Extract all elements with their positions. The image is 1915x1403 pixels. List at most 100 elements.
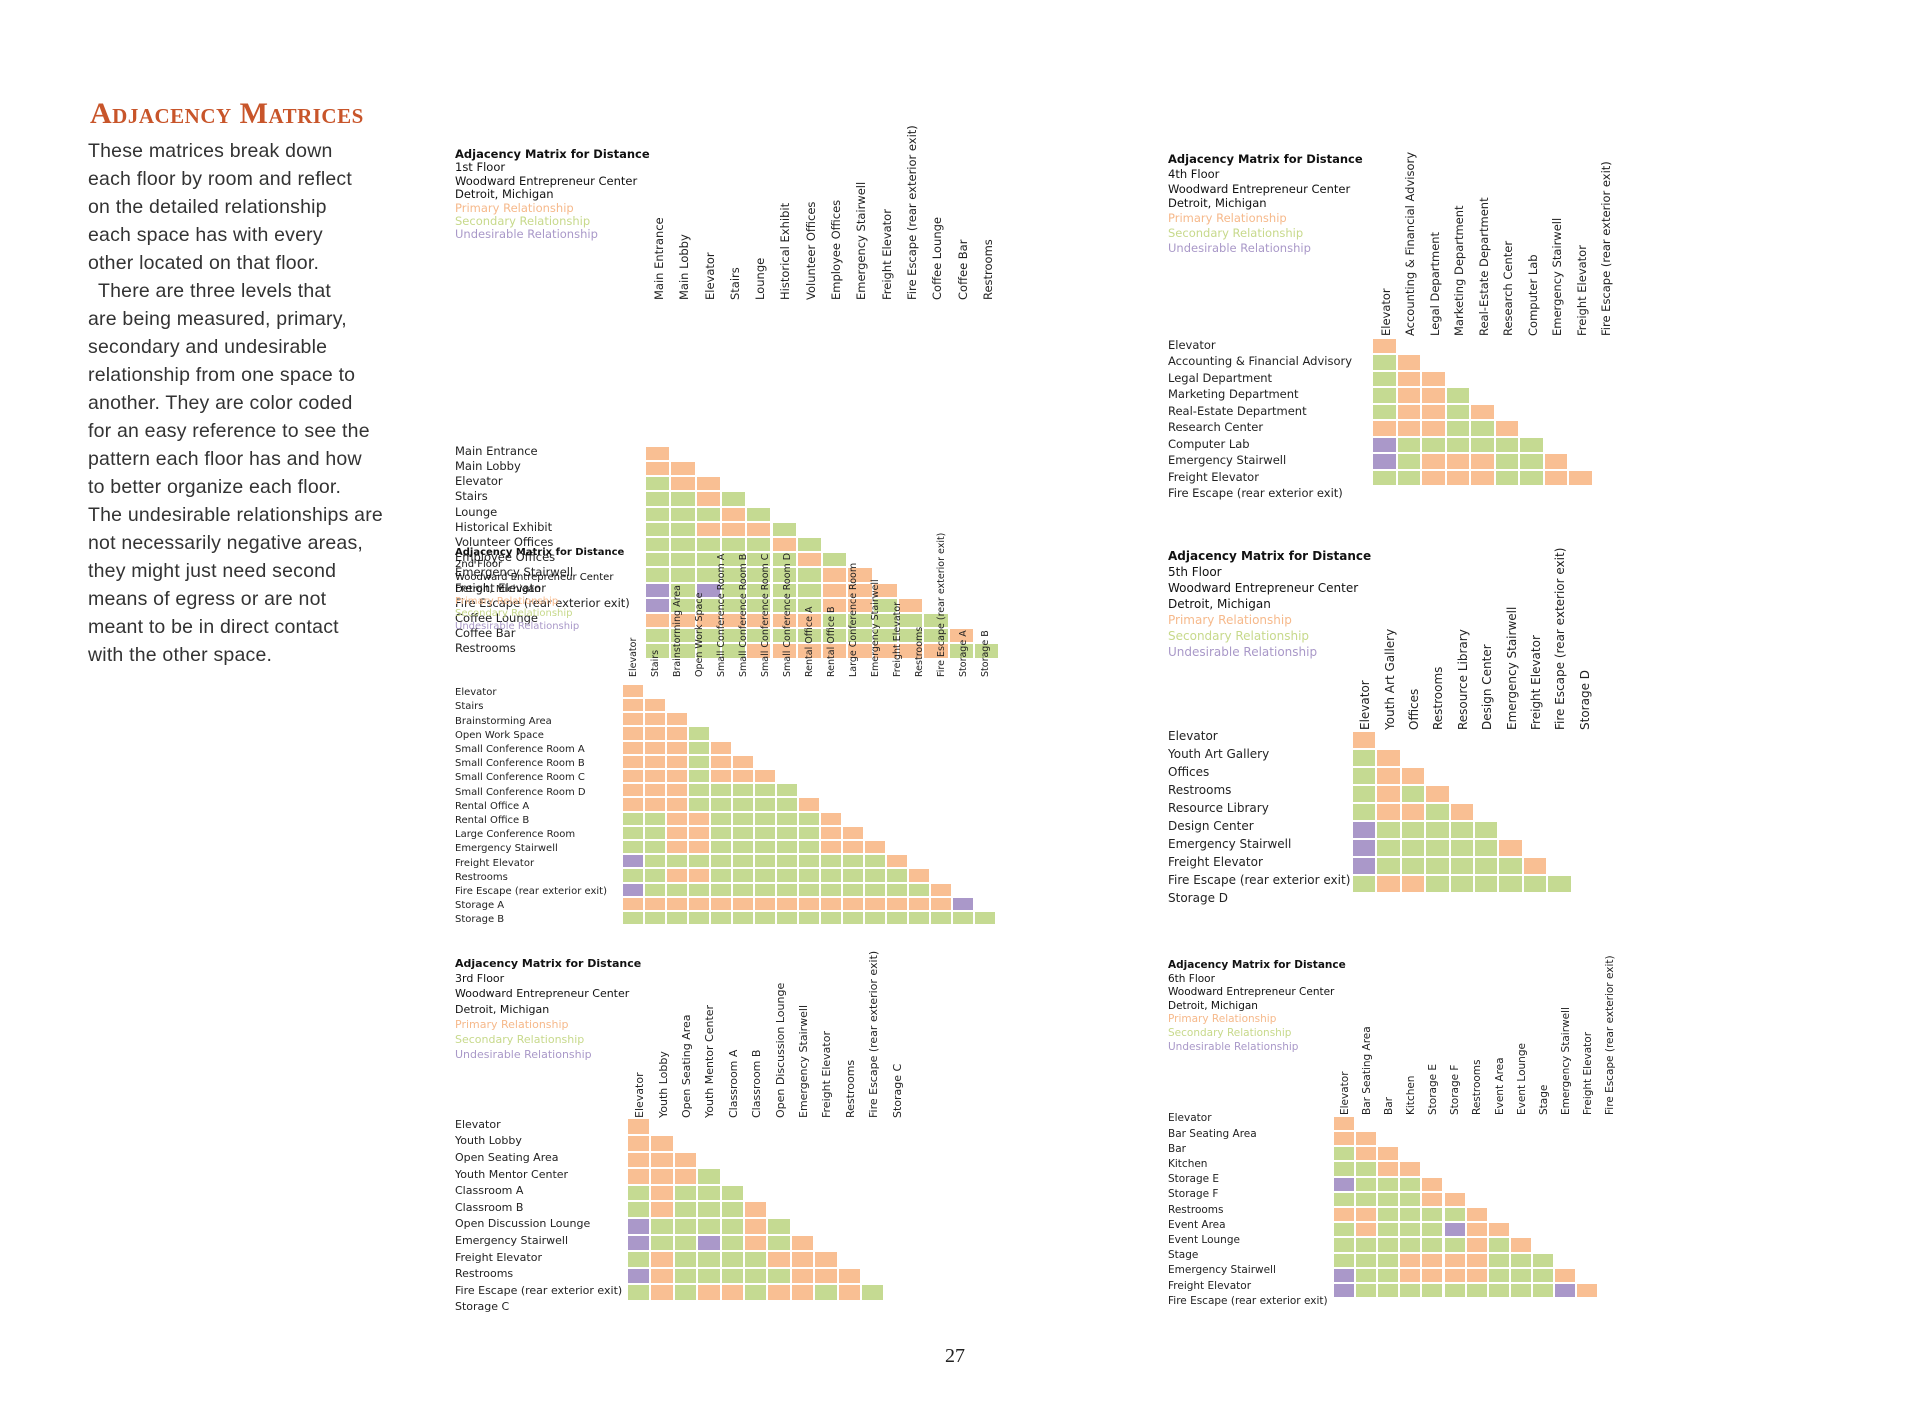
row-label: Open Work Space <box>455 729 544 741</box>
cell-secondary <box>767 1234 791 1252</box>
cell-primary <box>1465 1222 1488 1238</box>
matrix-city: Detroit, Michigan <box>1168 999 1258 1012</box>
row-label: Coffee Lounge <box>455 611 538 626</box>
row-label: Freight Elevator <box>1168 469 1259 484</box>
cell-secondary <box>1522 875 1548 893</box>
column-label: Coffee Bar <box>955 239 970 300</box>
cell-secondary <box>1509 1267 1532 1283</box>
matrix-building: Woodward Entrepreneur Center <box>1168 986 1335 999</box>
row-label: Event Lounge <box>1168 1233 1240 1246</box>
cell-secondary <box>796 567 823 583</box>
cell-primary <box>930 896 952 911</box>
cell-secondary <box>746 552 772 568</box>
row-label: Freight Elevator <box>455 580 546 595</box>
row-label: Elevator <box>1168 337 1216 352</box>
cell-undesirable <box>1352 839 1377 857</box>
cell-primary <box>1376 785 1401 803</box>
row-label: Event Area <box>1168 1218 1226 1231</box>
cell-secondary <box>695 506 721 522</box>
cell-secondary <box>644 868 666 883</box>
cell-primary <box>688 896 710 911</box>
row-label: Storage B <box>455 914 505 926</box>
cell-primary <box>746 613 772 629</box>
row-label: Main Lobby <box>455 459 521 474</box>
column-label: Fire Escape (rear exterior exit) <box>1604 955 1616 1115</box>
cell-secondary <box>644 854 666 869</box>
cell-primary <box>622 896 644 911</box>
matrix-city: Detroit, Michigan <box>455 1002 550 1016</box>
cell-primary <box>666 896 688 911</box>
cell-primary <box>1400 803 1426 821</box>
cell-secondary <box>670 537 696 553</box>
column-label: Bar Seating Area <box>1360 1026 1373 1115</box>
cell-secondary <box>720 567 747 583</box>
row-label: Stairs <box>455 489 488 504</box>
column-label: Open Discussion Lounge <box>773 982 787 1118</box>
legend-secondary: Secondary Relationship <box>455 1033 585 1047</box>
column-label: Emergency Stairwell <box>1550 217 1564 336</box>
cell-primary <box>670 476 696 492</box>
cell-primary <box>650 1251 674 1268</box>
cell-secondary <box>923 628 949 644</box>
cell-primary <box>666 825 688 840</box>
row-label: Youth Lobby <box>455 1134 522 1148</box>
cell-secondary <box>1399 1222 1422 1238</box>
cell-primary <box>1399 1252 1422 1268</box>
cell-undesirable <box>697 1234 721 1252</box>
cell-secondary <box>820 868 842 883</box>
cell-secondary <box>1400 839 1426 857</box>
cell-primary <box>886 896 908 911</box>
cell-primary <box>820 811 842 826</box>
cell-secondary <box>622 840 644 855</box>
cell-secondary <box>1449 821 1474 839</box>
cell-secondary <box>1443 1237 1466 1253</box>
row-label: Restrooms <box>455 641 516 656</box>
cell-primary <box>622 797 644 812</box>
intro-line: they might just need second <box>88 560 337 582</box>
column-label: Storage E <box>1427 1063 1440 1115</box>
column-label: Classroom A <box>726 1049 740 1118</box>
column-label: Freight Elevator <box>820 1031 834 1118</box>
cell-primary <box>1396 370 1421 387</box>
column-label: Fire Escape (rear exterior exit) <box>1553 547 1568 730</box>
cell-primary <box>790 1284 815 1301</box>
cell-secondary <box>670 597 696 613</box>
cell-primary <box>622 740 644 755</box>
cell-secondary <box>776 911 798 926</box>
cell-primary <box>908 868 930 883</box>
cell-secondary <box>744 1284 768 1301</box>
cell-primary <box>622 698 644 713</box>
cell-primary <box>798 797 820 812</box>
cell-secondary <box>796 537 823 553</box>
cell-secondary <box>1519 469 1544 486</box>
cell-secondary <box>1421 1207 1444 1223</box>
row-label: Elevator <box>1168 729 1218 743</box>
cell-primary <box>847 643 873 659</box>
column-label: Storage A <box>958 630 970 677</box>
column-label: Elevator <box>1338 1071 1351 1115</box>
cell-secondary <box>710 911 732 926</box>
column-label: Stairs <box>650 649 662 677</box>
cell-secondary <box>688 740 710 755</box>
cell-primary <box>1445 453 1470 470</box>
row-label: Elevator <box>455 1117 501 1131</box>
cell-primary <box>847 567 873 583</box>
cell-secondary <box>1487 1237 1510 1253</box>
cell-secondary <box>1425 803 1450 821</box>
column-label: Emergency Stairwell <box>1504 606 1519 730</box>
cell-secondary <box>1509 1252 1532 1268</box>
cell-secondary <box>1355 1237 1378 1253</box>
matrix-building: Woodward Entrepreneur Center <box>455 173 638 188</box>
column-label: Stage <box>1537 1084 1550 1115</box>
matrix-header: Adjacency Matrix for Distance 6th Floor Wo… <box>1168 959 1346 1054</box>
cell-primary <box>842 825 864 840</box>
row-label: Freight Elevator <box>455 857 535 869</box>
column-label: Design Center <box>1480 644 1495 730</box>
cell-secondary <box>1377 1191 1400 1207</box>
row-label: Marketing Department <box>1168 387 1299 401</box>
cell-secondary <box>798 840 820 855</box>
row-label: Small Conference Room A <box>455 743 585 755</box>
cell-secondary <box>822 552 848 568</box>
cell-primary <box>627 1135 651 1152</box>
cell-secondary <box>872 613 898 629</box>
